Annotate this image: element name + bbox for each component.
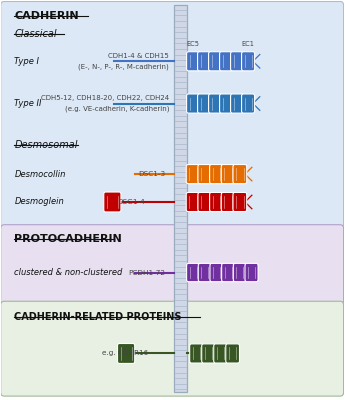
FancyBboxPatch shape <box>187 52 200 71</box>
Text: EC5: EC5 <box>186 40 199 46</box>
FancyBboxPatch shape <box>187 94 200 113</box>
FancyBboxPatch shape <box>1 225 344 304</box>
FancyBboxPatch shape <box>233 164 247 184</box>
FancyBboxPatch shape <box>230 52 244 71</box>
FancyBboxPatch shape <box>233 192 247 212</box>
FancyBboxPatch shape <box>186 164 200 184</box>
FancyBboxPatch shape <box>214 344 227 363</box>
FancyBboxPatch shape <box>1 301 344 396</box>
Text: DSG1-4: DSG1-4 <box>117 199 145 205</box>
FancyBboxPatch shape <box>241 52 255 71</box>
FancyBboxPatch shape <box>245 263 258 282</box>
Text: DSC1-3: DSC1-3 <box>138 171 166 177</box>
FancyBboxPatch shape <box>221 164 235 184</box>
FancyBboxPatch shape <box>186 192 200 212</box>
FancyBboxPatch shape <box>221 263 235 282</box>
FancyBboxPatch shape <box>241 94 255 113</box>
Text: Type I: Type I <box>14 57 39 66</box>
FancyBboxPatch shape <box>230 94 244 113</box>
FancyBboxPatch shape <box>209 94 221 113</box>
FancyBboxPatch shape <box>118 344 135 364</box>
Bar <box>174 6 187 392</box>
FancyBboxPatch shape <box>202 344 215 363</box>
FancyBboxPatch shape <box>190 344 204 363</box>
Text: CDH5-12, CDH18-20, CDH22, CDH24: CDH5-12, CDH18-20, CDH22, CDH24 <box>41 95 169 101</box>
FancyBboxPatch shape <box>198 94 211 113</box>
Text: (E-, N-, P-, R-, M-cadherin): (E-, N-, P-, R-, M-cadherin) <box>78 64 169 70</box>
Text: Classical: Classical <box>14 29 57 39</box>
Text: Desmoglein: Desmoglein <box>14 198 64 206</box>
FancyBboxPatch shape <box>198 263 211 282</box>
Text: PCDH1-72: PCDH1-72 <box>129 270 166 276</box>
FancyBboxPatch shape <box>198 52 211 71</box>
FancyBboxPatch shape <box>233 263 246 282</box>
FancyBboxPatch shape <box>221 192 235 212</box>
Text: CADHERIN: CADHERIN <box>14 11 79 21</box>
Text: Desmosomal: Desmosomal <box>14 140 78 150</box>
FancyBboxPatch shape <box>219 94 233 113</box>
FancyBboxPatch shape <box>198 164 212 184</box>
Text: (e.g. VE-cadherin, K-cadherin): (e.g. VE-cadherin, K-cadherin) <box>65 106 169 112</box>
Text: CDH1-4 & CDH15: CDH1-4 & CDH15 <box>108 53 169 59</box>
FancyBboxPatch shape <box>209 52 221 71</box>
Text: PROTOCADHERIN: PROTOCADHERIN <box>14 234 122 244</box>
FancyBboxPatch shape <box>219 52 233 71</box>
FancyBboxPatch shape <box>198 192 212 212</box>
Text: clustered & non-clustered: clustered & non-clustered <box>14 268 123 277</box>
Text: CADHERIN-RELATED PROTEINS: CADHERIN-RELATED PROTEINS <box>14 312 182 322</box>
FancyBboxPatch shape <box>1 2 344 228</box>
FancyBboxPatch shape <box>210 192 223 212</box>
Text: e.g. CDHR16: e.g. CDHR16 <box>102 350 148 356</box>
Text: EC1: EC1 <box>241 40 254 46</box>
FancyBboxPatch shape <box>187 263 200 282</box>
Text: Type II: Type II <box>14 99 42 108</box>
FancyBboxPatch shape <box>210 263 223 282</box>
FancyBboxPatch shape <box>104 192 121 212</box>
Text: Desmocollin: Desmocollin <box>14 170 66 178</box>
FancyBboxPatch shape <box>210 164 223 184</box>
FancyBboxPatch shape <box>226 344 239 363</box>
